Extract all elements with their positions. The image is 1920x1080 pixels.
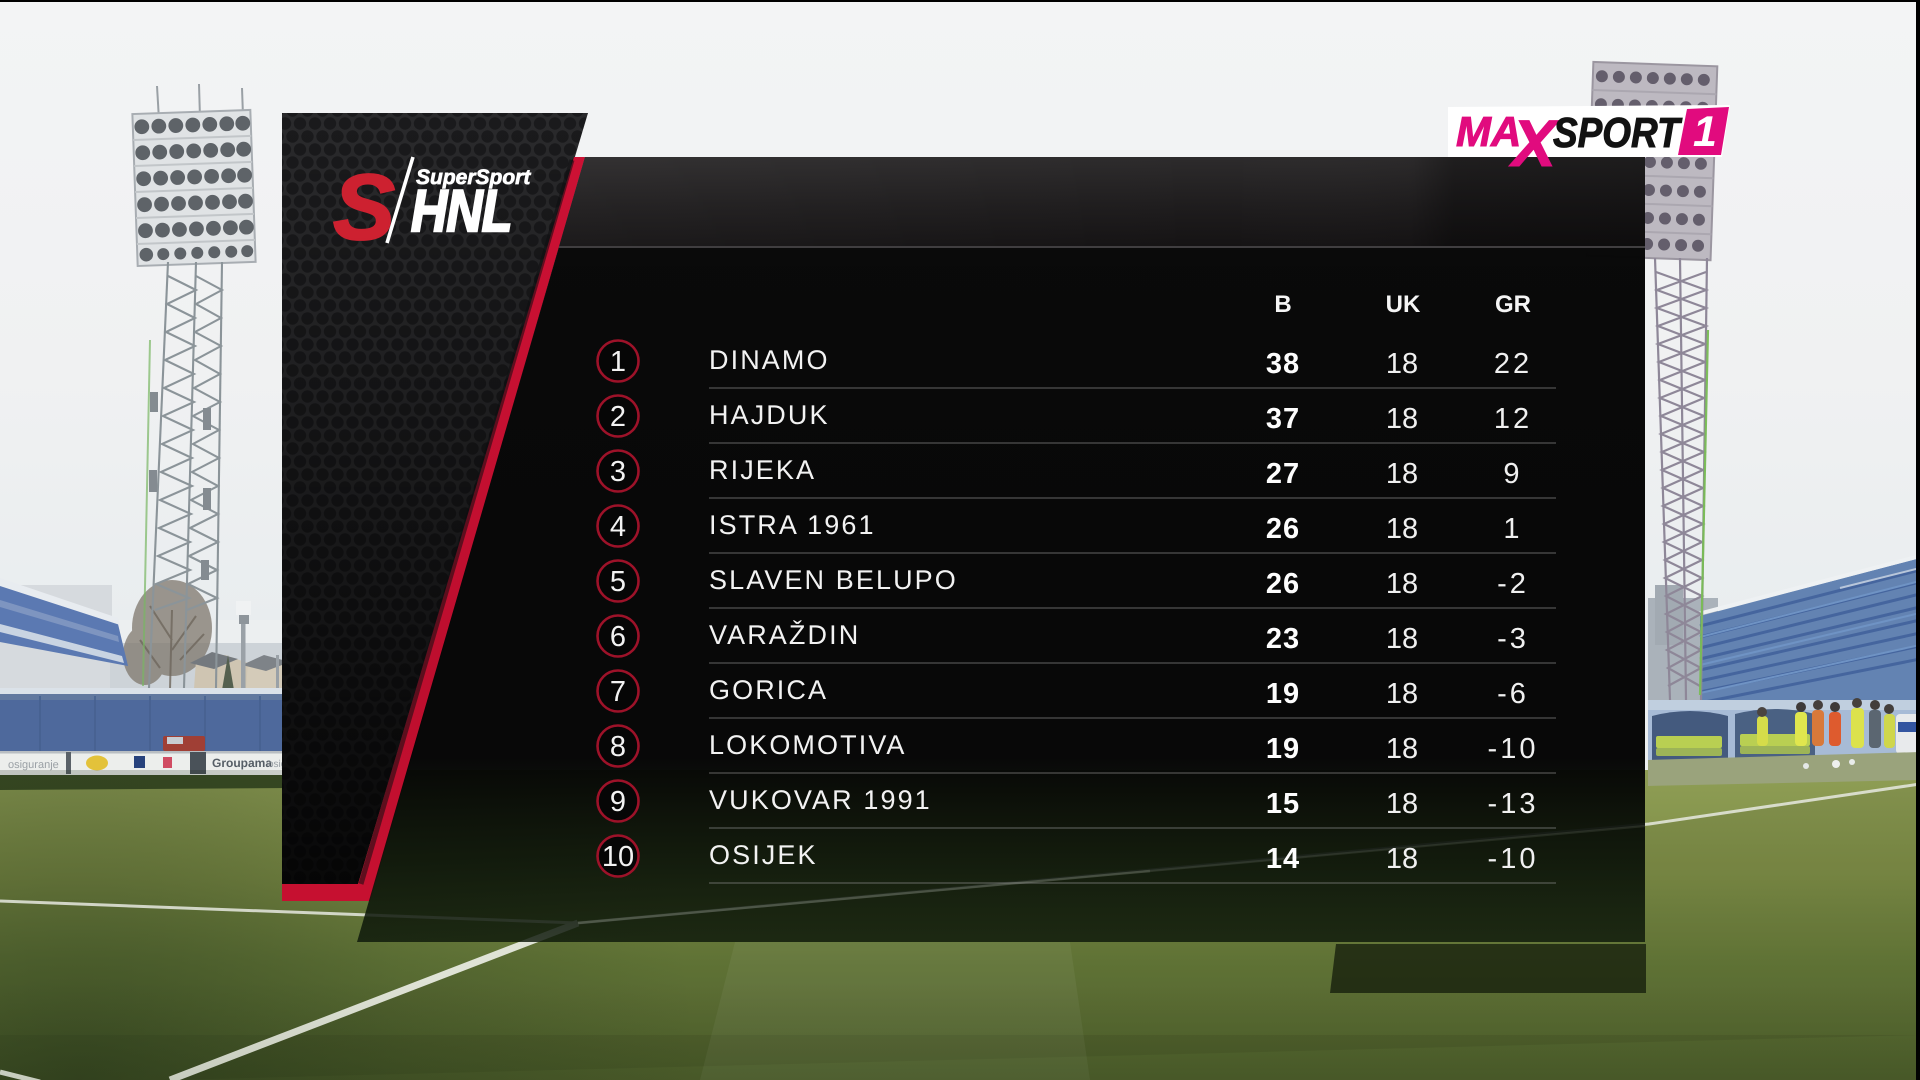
svg-text:osiguranje: osiguranje [8,759,59,771]
svg-text:18: 18 [1386,788,1418,820]
svg-text:MA: MA [1456,108,1521,155]
svg-text:22: 22 [1494,348,1532,380]
svg-text:SuperSport: SuperSport [416,166,531,189]
svg-text:18: 18 [1386,403,1418,435]
svg-text:1: 1 [610,346,626,378]
svg-text:SPORT: SPORT [1553,109,1683,156]
svg-text:27: 27 [1266,458,1300,490]
svg-text:18: 18 [1386,348,1418,380]
svg-text:15: 15 [1266,788,1300,820]
svg-text:S: S [333,155,395,259]
svg-text:18: 18 [1386,513,1418,545]
svg-text:4: 4 [610,511,626,543]
svg-text:GORICA: GORICA [709,675,828,705]
svg-text:7: 7 [610,676,626,708]
svg-text:6: 6 [610,621,626,653]
svg-text:18: 18 [1386,843,1418,875]
svg-text:5: 5 [610,566,626,598]
svg-text:B: B [1274,291,1291,318]
svg-text:GR: GR [1495,291,1531,318]
svg-text:VUKOVAR 1991: VUKOVAR 1991 [709,785,932,815]
svg-text:-13: -13 [1488,788,1539,820]
svg-text:19: 19 [1266,678,1300,710]
svg-text:-10: -10 [1488,843,1539,875]
svg-text:RIJEKA: RIJEKA [709,455,816,485]
svg-text:OSIJEK: OSIJEK [709,840,818,870]
svg-text:18: 18 [1386,678,1418,710]
svg-text:9: 9 [610,786,626,818]
svg-text:18: 18 [1386,623,1418,655]
svg-text:HAJDUK: HAJDUK [709,400,830,430]
svg-text:18: 18 [1386,568,1418,600]
svg-text:26: 26 [1266,513,1300,545]
svg-text:18: 18 [1386,733,1418,765]
svg-text:VARAŽDIN: VARAŽDIN [709,620,860,650]
svg-text:2: 2 [610,401,626,433]
svg-text:37: 37 [1266,403,1300,435]
svg-text:-10: -10 [1488,733,1539,765]
svg-text:ISTRA 1961: ISTRA 1961 [709,510,876,540]
svg-text:18: 18 [1386,458,1418,490]
svg-text:SLAVEN BELUPO: SLAVEN BELUPO [709,565,958,595]
svg-text:HNL: HNL [411,178,512,244]
svg-text:1: 1 [1503,513,1522,545]
svg-text:8: 8 [610,731,626,763]
svg-text:1: 1 [1693,108,1717,156]
svg-text:-3: -3 [1497,623,1529,655]
svg-text:12: 12 [1494,403,1532,435]
svg-text:-2: -2 [1497,568,1529,600]
svg-text:23: 23 [1266,623,1300,655]
svg-text:X: X [1508,106,1560,180]
svg-text:UK: UK [1386,291,1421,318]
svg-text:14: 14 [1266,843,1300,875]
svg-text:-6: -6 [1497,678,1529,710]
svg-text:38: 38 [1266,348,1300,380]
svg-text:10: 10 [602,841,634,873]
svg-text:osig: osig [268,759,286,770]
svg-text:Groupama: Groupama [212,756,272,770]
svg-text:3: 3 [610,456,626,488]
svg-text:DINAMO: DINAMO [709,345,830,375]
svg-text:9: 9 [1503,458,1522,490]
svg-text:19: 19 [1266,733,1300,765]
svg-text:26: 26 [1266,568,1300,600]
svg-text:LOKOMOTIVA: LOKOMOTIVA [709,730,907,760]
